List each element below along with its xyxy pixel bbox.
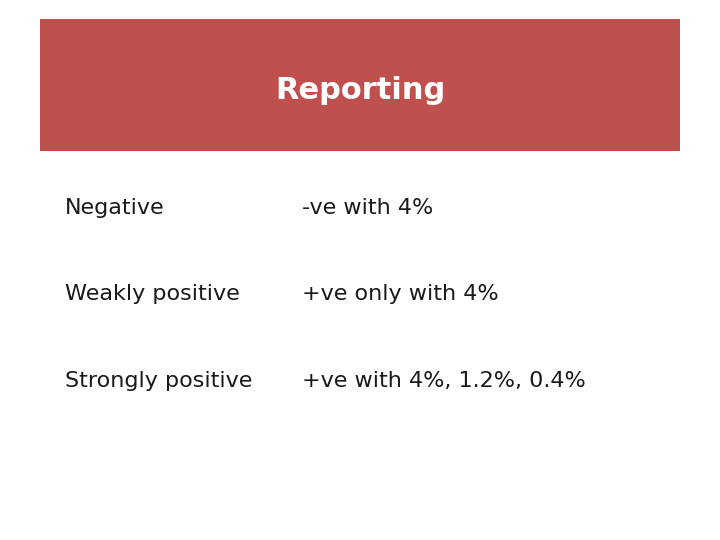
Text: +ve with 4%, 1.2%, 0.4%: +ve with 4%, 1.2%, 0.4% bbox=[302, 370, 586, 391]
Text: -ve with 4%: -ve with 4% bbox=[302, 198, 433, 218]
Text: Negative: Negative bbox=[65, 198, 164, 218]
Text: Reporting: Reporting bbox=[275, 76, 445, 105]
Text: Strongly positive: Strongly positive bbox=[65, 370, 252, 391]
Bar bbox=[40, 19, 680, 151]
Text: Weakly positive: Weakly positive bbox=[65, 284, 240, 305]
Text: +ve only with 4%: +ve only with 4% bbox=[302, 284, 499, 305]
